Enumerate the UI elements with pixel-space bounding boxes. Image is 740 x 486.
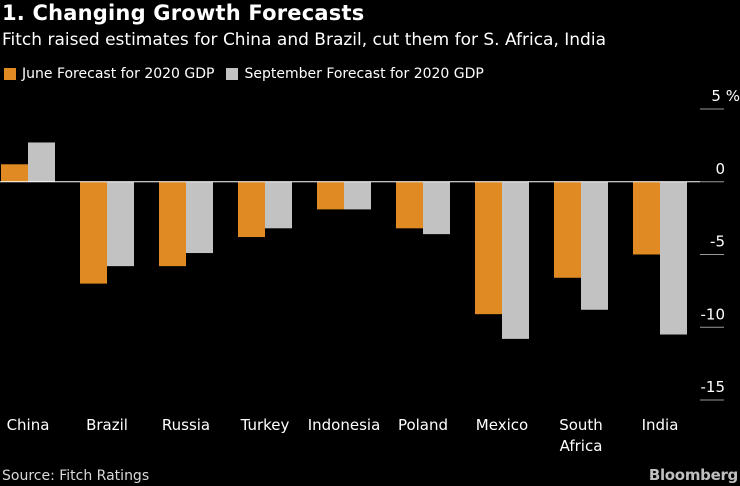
x-tick-label: Brazil xyxy=(86,416,128,434)
y-tick-label: 5 % xyxy=(711,87,740,105)
y-tick-label: -10 xyxy=(701,305,726,323)
x-tick-label: Africa xyxy=(560,437,603,455)
chart-title: 1. Changing Growth Forecasts xyxy=(2,1,365,25)
x-tick-label: Mexico xyxy=(476,416,528,434)
legend-swatch-june xyxy=(4,68,16,80)
bar-september xyxy=(107,181,134,267)
legend-label-september: September Forecast for 2020 GDP xyxy=(244,66,484,82)
bar-june xyxy=(159,181,186,267)
legend-label-june: June Forecast for 2020 GDP xyxy=(22,66,215,82)
bar-june xyxy=(396,181,423,229)
bar-september xyxy=(265,181,292,229)
source-note: Source: Fitch Ratings xyxy=(2,468,150,484)
x-tick-label: South xyxy=(559,416,603,434)
x-tick-label: China xyxy=(7,416,50,434)
bar-june xyxy=(1,164,28,182)
x-tick-label: Indonesia xyxy=(308,416,381,434)
y-tick-label: 0 xyxy=(715,160,725,178)
x-tick-label: India xyxy=(642,416,679,434)
x-tick-label: Poland xyxy=(398,416,448,434)
bar-june xyxy=(475,181,502,315)
bar-september xyxy=(660,181,687,335)
chart-subtitle: Fitch raised estimates for China and Bra… xyxy=(2,30,606,50)
bar-september xyxy=(423,181,450,235)
bar-september xyxy=(186,181,213,254)
bar-june xyxy=(633,181,660,255)
y-tick-label: -15 xyxy=(701,378,726,396)
bar-september xyxy=(344,181,371,210)
x-tick-label: Turkey xyxy=(240,416,290,434)
legend-item-june: June Forecast for 2020 GDP xyxy=(4,66,214,82)
bar-june xyxy=(317,181,344,210)
bar-september xyxy=(581,181,608,310)
bloomberg-logo: Bloomberg xyxy=(648,466,738,484)
bar-june xyxy=(238,181,265,238)
legend-swatch-september xyxy=(226,68,239,80)
x-tick-label: Russia xyxy=(162,416,210,434)
y-tick-label: -5 xyxy=(710,233,725,251)
bar-september xyxy=(502,181,529,339)
bar-june xyxy=(554,181,581,278)
legend-item-september: September Forecast for 2020 GDP xyxy=(226,66,484,82)
bar-september xyxy=(28,142,55,182)
bar-june xyxy=(80,181,107,284)
legend: June Forecast for 2020 GDP September For… xyxy=(4,66,496,82)
